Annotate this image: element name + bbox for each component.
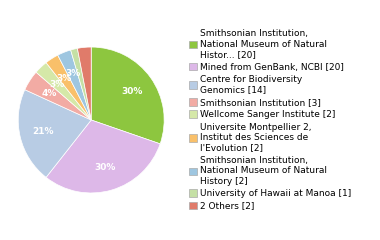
Wedge shape [36, 63, 91, 120]
Wedge shape [46, 55, 91, 120]
Text: 30%: 30% [95, 163, 116, 172]
Text: 30%: 30% [121, 87, 142, 96]
Wedge shape [91, 47, 164, 144]
Wedge shape [58, 50, 91, 120]
Wedge shape [18, 90, 91, 177]
Legend: Smithsonian Institution,
National Museum of Natural
Histor... [20], Mined from G: Smithsonian Institution, National Museum… [187, 28, 353, 212]
Text: 4%: 4% [42, 89, 57, 98]
Wedge shape [25, 72, 91, 120]
Wedge shape [46, 120, 160, 193]
Wedge shape [78, 47, 91, 120]
Text: 3%: 3% [49, 80, 65, 89]
Wedge shape [71, 48, 91, 120]
Text: 3%: 3% [57, 74, 72, 83]
Text: 21%: 21% [32, 127, 54, 136]
Text: 3%: 3% [65, 69, 81, 78]
